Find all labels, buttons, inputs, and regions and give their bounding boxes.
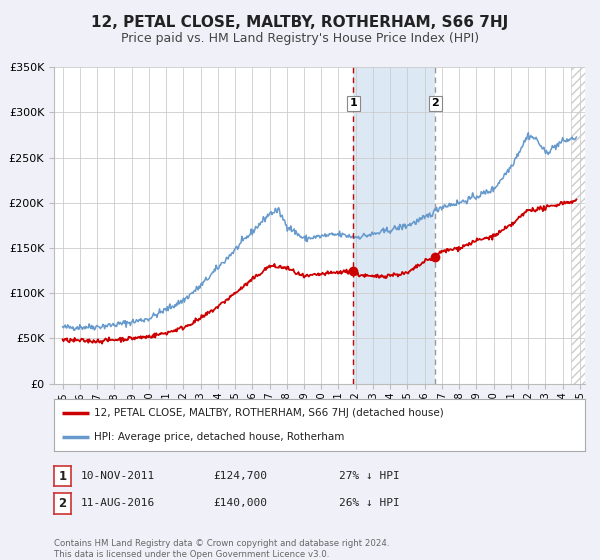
Text: 12, PETAL CLOSE, MALTBY, ROTHERHAM, S66 7HJ (detached house): 12, PETAL CLOSE, MALTBY, ROTHERHAM, S66 … [94,408,443,418]
Text: 1: 1 [58,469,67,483]
Text: 26% ↓ HPI: 26% ↓ HPI [339,498,400,508]
Text: Price paid vs. HM Land Registry's House Price Index (HPI): Price paid vs. HM Land Registry's House … [121,32,479,45]
Text: 2: 2 [58,497,67,510]
Text: Contains HM Land Registry data © Crown copyright and database right 2024.
This d: Contains HM Land Registry data © Crown c… [54,539,389,559]
Text: 1: 1 [350,99,358,109]
Text: 10-NOV-2011: 10-NOV-2011 [81,471,155,481]
Text: £124,700: £124,700 [213,471,267,481]
Bar [571,67,585,384]
Text: HPI: Average price, detached house, Rotherham: HPI: Average price, detached house, Roth… [94,432,344,442]
Text: 12, PETAL CLOSE, MALTBY, ROTHERHAM, S66 7HJ: 12, PETAL CLOSE, MALTBY, ROTHERHAM, S66 … [91,15,509,30]
Text: 2: 2 [431,99,439,109]
Text: 11-AUG-2016: 11-AUG-2016 [81,498,155,508]
Text: 27% ↓ HPI: 27% ↓ HPI [339,471,400,481]
Text: £140,000: £140,000 [213,498,267,508]
Bar [353,67,436,384]
